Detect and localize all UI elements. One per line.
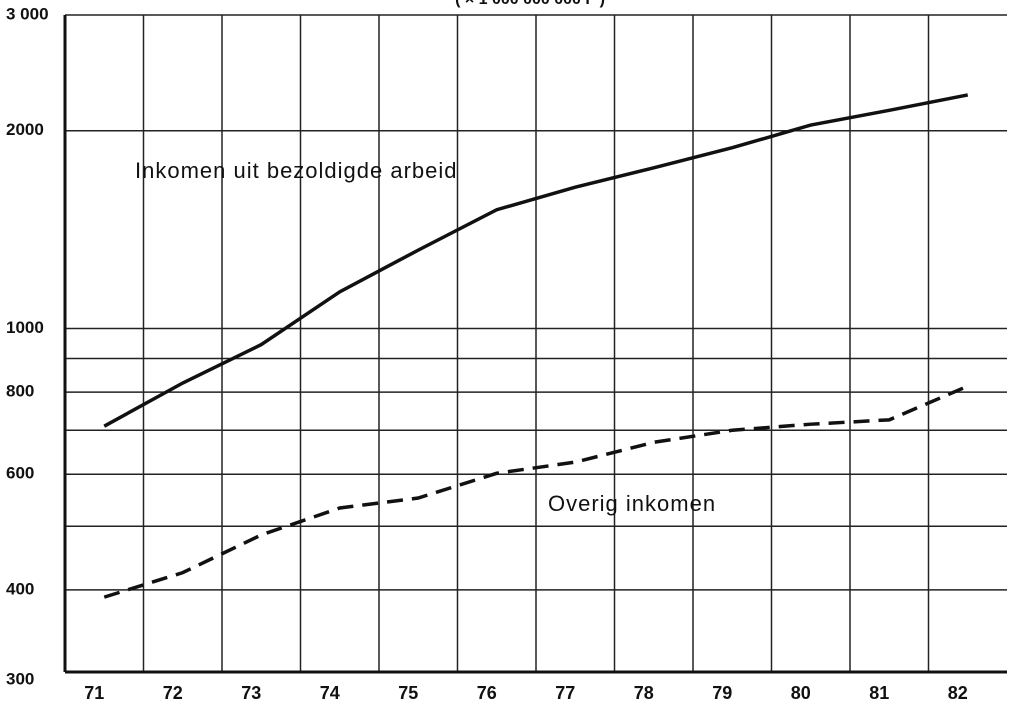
series-label: Overig inkomen [548,491,716,516]
x-tick-label: 78 [634,683,654,703]
series-line [103,93,969,428]
x-tick-label: 73 [241,683,261,703]
x-tick-label: 74 [320,683,340,703]
y-tick-label: 2000 [6,120,44,139]
y-tick-label: 1000 [6,318,44,337]
x-tick-label: 80 [791,683,811,703]
x-tick-label: 79 [712,683,732,703]
x-tick-label: 71 [84,683,104,703]
series-label: Inkomen uit bezoldigde arbeid [135,158,458,183]
y-tick-label: 300 [6,669,34,688]
series-line [103,384,969,599]
x-tick-label: 76 [477,683,497,703]
x-tick-label: 72 [163,683,183,703]
y-tick-label: 600 [6,464,34,483]
y-tick-label: 800 [6,382,34,401]
x-tick-label: 75 [398,683,418,703]
x-tick-label: 81 [869,683,889,703]
x-tick-label: 77 [555,683,575,703]
chart-title: ( × 1 000 000 000 F ) [455,0,605,8]
y-tick-label: 3 000 [6,4,49,23]
y-tick-label: 400 [6,579,34,598]
x-tick-label: 82 [948,683,968,703]
